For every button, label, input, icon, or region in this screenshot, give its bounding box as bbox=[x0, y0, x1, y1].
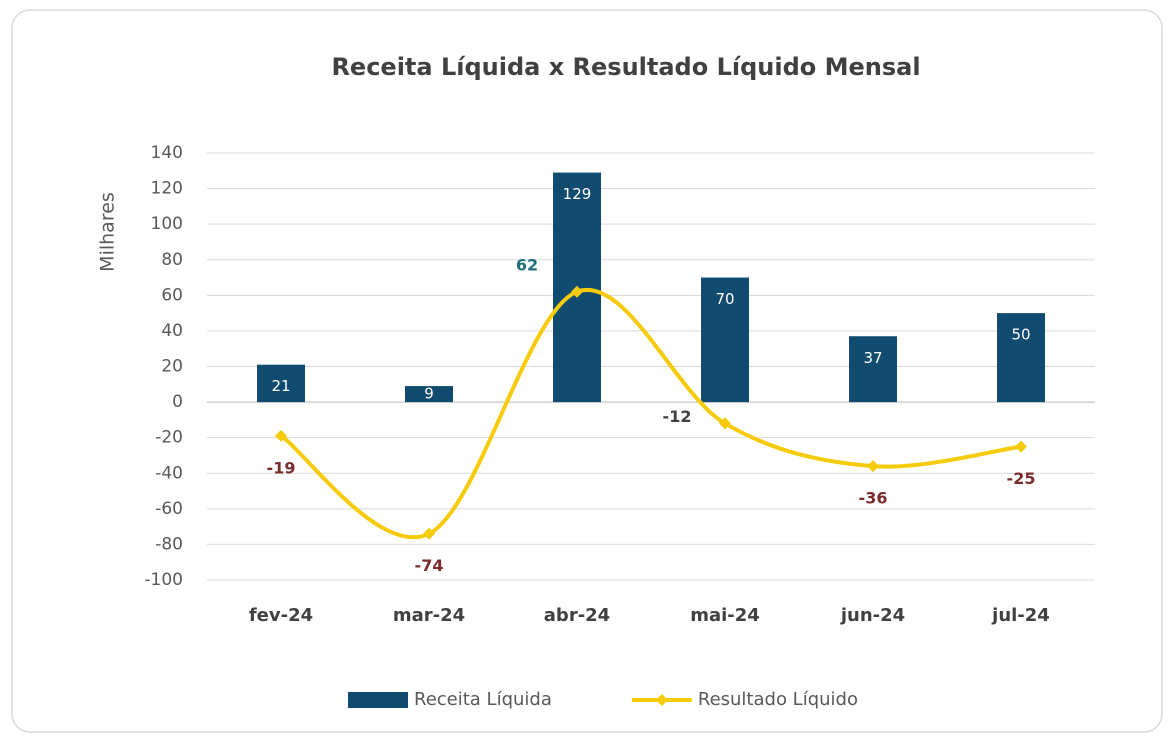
line-value-label: -19 bbox=[267, 458, 296, 477]
line-marker bbox=[571, 285, 583, 298]
line-value-label: -12 bbox=[663, 407, 692, 426]
x-tick-label: jul-24 bbox=[991, 605, 1050, 626]
bar bbox=[701, 277, 749, 403]
y-tick-label: -20 bbox=[155, 428, 183, 448]
bar-value-label: 129 bbox=[563, 185, 592, 203]
line-value-label: -36 bbox=[859, 489, 888, 508]
bar bbox=[997, 313, 1045, 403]
bar-value-label: 21 bbox=[271, 377, 290, 395]
y-tick-label: -80 bbox=[155, 534, 183, 554]
legend-marker bbox=[655, 694, 668, 706]
y-tick-label: -100 bbox=[144, 570, 183, 590]
bar-value-label: 50 bbox=[1011, 326, 1030, 344]
legend-swatch bbox=[348, 692, 408, 708]
x-tick-label: fev-24 bbox=[249, 605, 313, 626]
bar bbox=[405, 386, 453, 403]
bar bbox=[257, 364, 305, 403]
y-axis-label: Milhares bbox=[97, 192, 119, 272]
x-tick-label: abr-24 bbox=[544, 605, 610, 626]
x-tick-label: mai-24 bbox=[690, 605, 760, 626]
line-marker bbox=[719, 417, 731, 430]
legend-label: Receita Líquida bbox=[414, 689, 552, 710]
x-tick-label: mar-24 bbox=[393, 605, 465, 626]
bar bbox=[849, 336, 897, 403]
x-tick-label: jun-24 bbox=[840, 605, 905, 626]
y-tick-label: -40 bbox=[155, 463, 183, 483]
line-value-label: -25 bbox=[1007, 469, 1036, 488]
line-value-label: 62 bbox=[516, 255, 538, 274]
y-tick-label: 60 bbox=[161, 285, 183, 305]
line-marker bbox=[1015, 440, 1027, 453]
line-marker bbox=[275, 429, 287, 442]
line-value-label: -74 bbox=[415, 556, 444, 575]
y-tick-label: 100 bbox=[151, 214, 183, 234]
y-tick-label: 120 bbox=[151, 179, 183, 199]
y-tick-label: 0 bbox=[172, 392, 183, 412]
legend-label: Resultado Líquido bbox=[698, 689, 858, 710]
y-tick-label: -60 bbox=[155, 499, 183, 519]
y-tick-label: 20 bbox=[161, 357, 183, 377]
bar-value-label: 70 bbox=[715, 290, 734, 308]
line-marker bbox=[423, 527, 435, 540]
y-tick-label: 80 bbox=[161, 250, 183, 270]
chart-title: Receita Líquida x Resultado Líquido Mens… bbox=[331, 53, 920, 81]
bar-value-label: 9 bbox=[424, 385, 434, 403]
bar-value-label: 37 bbox=[863, 349, 882, 367]
y-tick-label: 40 bbox=[161, 321, 183, 341]
line-marker bbox=[867, 460, 879, 473]
y-tick-label: 140 bbox=[151, 143, 183, 163]
